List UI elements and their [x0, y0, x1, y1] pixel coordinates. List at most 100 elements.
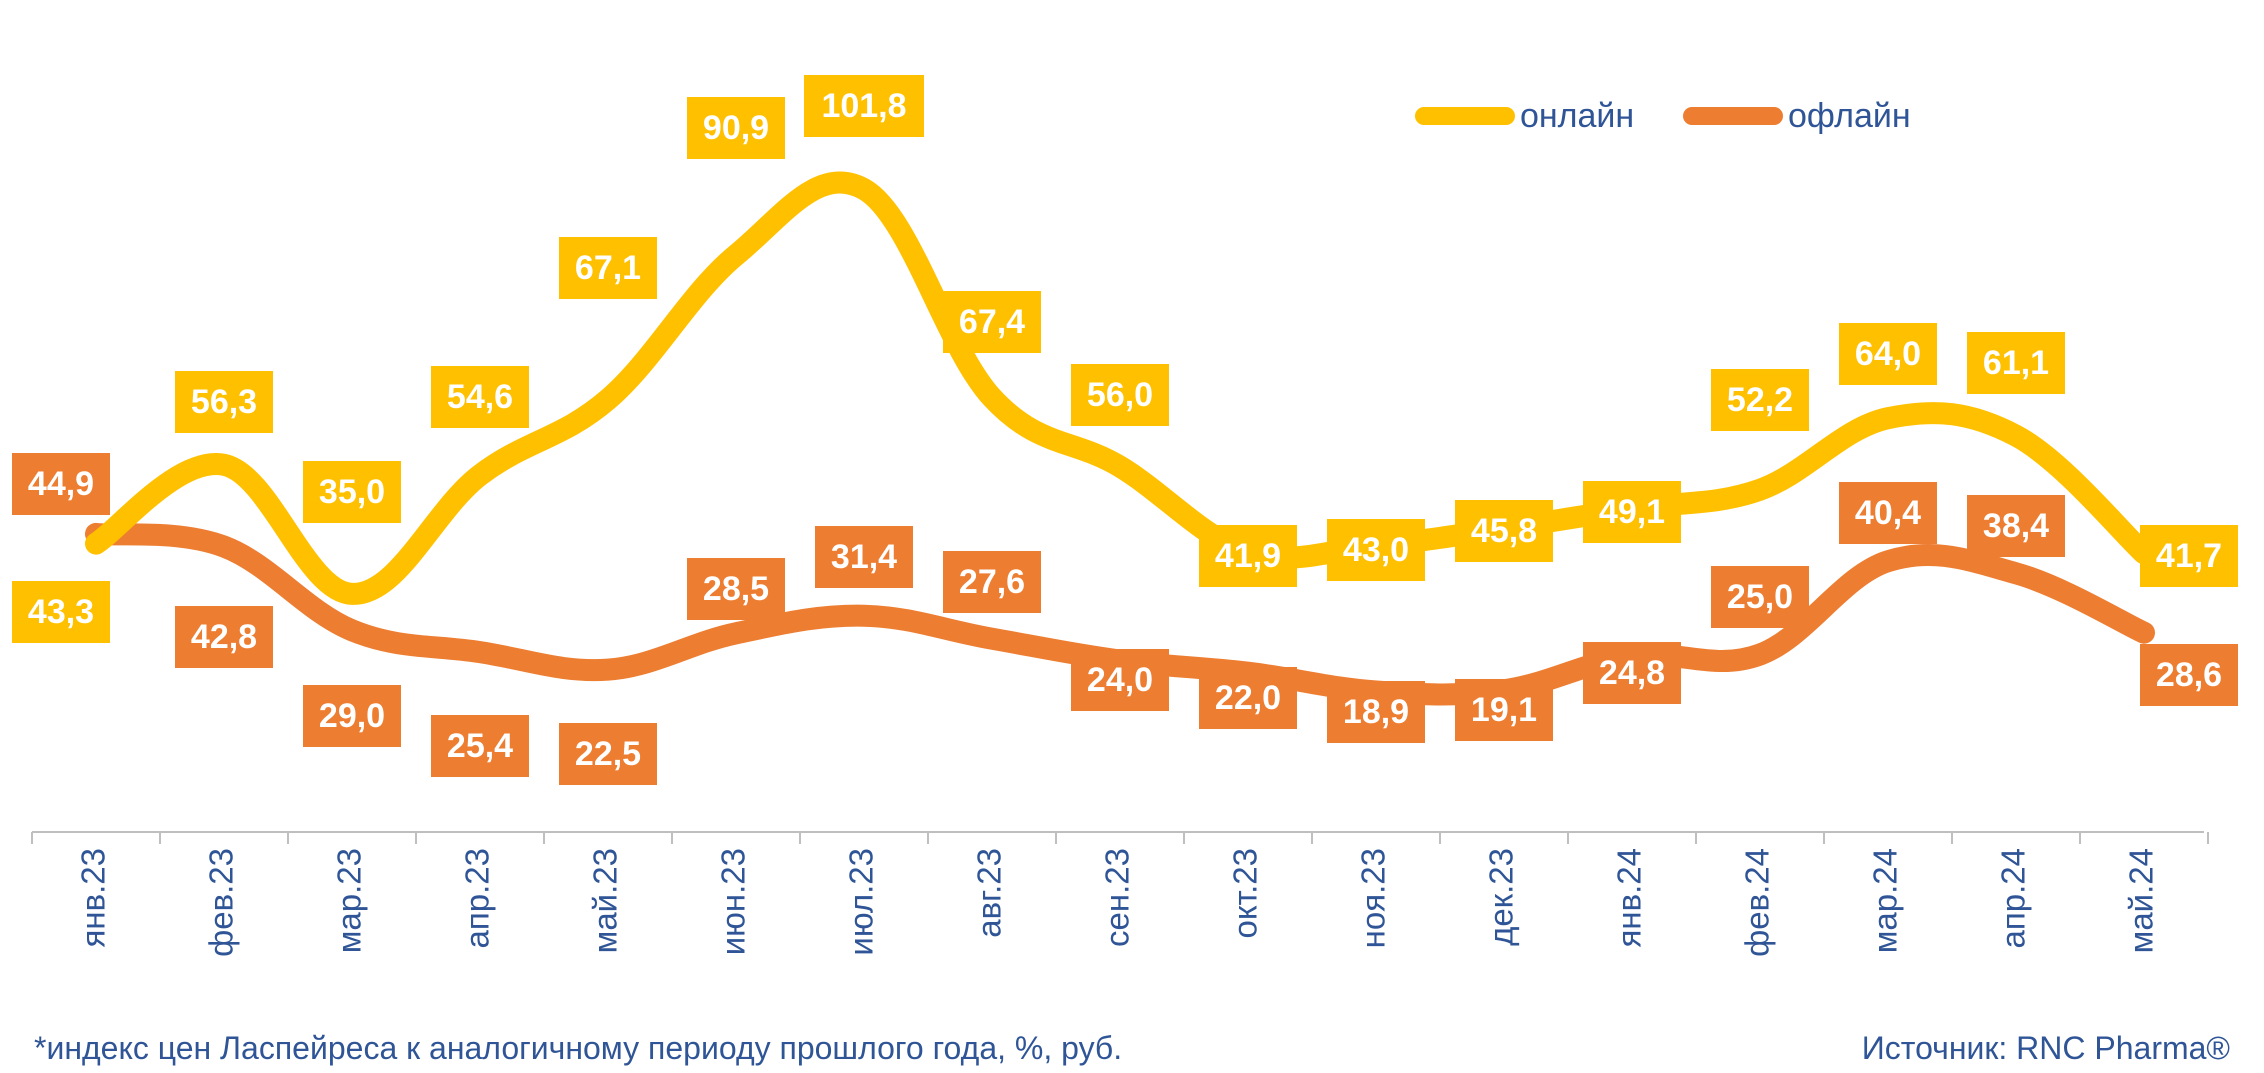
legend-item: офлайн [1683, 97, 1911, 135]
legend-label: офлайн [1788, 97, 1911, 135]
data-label-text: 90,9 [703, 109, 769, 147]
source-note: Источник: RNC Pharma® [1861, 1030, 2230, 1066]
data-label-box [687, 558, 785, 620]
data-label: 64,0 [1839, 323, 1937, 385]
legend-item: онлайн [1415, 97, 1634, 135]
x-tick-label: сен.23 [1099, 848, 1136, 947]
data-label-text: 56,0 [1087, 376, 1153, 414]
data-label-text: 56,3 [191, 383, 257, 421]
x-tick-label: фев.24 [1739, 848, 1776, 957]
x-tick-label: дек.23 [1483, 848, 1520, 946]
series-lines [85, 171, 2155, 706]
x-tick-label: мар.23 [331, 848, 368, 953]
data-label-box [804, 75, 924, 137]
data-label-text: 61,1 [1983, 344, 2049, 382]
data-label-box [12, 453, 110, 515]
x-tick-label: ноя.23 [1355, 848, 1392, 948]
data-label-text: 38,4 [1983, 507, 2049, 545]
data-label: 27,6 [943, 551, 1041, 613]
x-tick-label: июн.23 [715, 848, 752, 955]
data-label-text: 67,4 [959, 303, 1025, 341]
data-label: 54,6 [431, 366, 529, 428]
data-label-box [175, 371, 273, 433]
x-tick-label: авг.23 [971, 848, 1008, 938]
data-label: 18,9 [1327, 681, 1425, 743]
data-label-text: 43,3 [28, 593, 94, 631]
data-label: 49,1 [1583, 481, 1681, 543]
x-tick-label: июл.23 [843, 848, 880, 956]
data-label-box [1711, 369, 1809, 431]
x-tick-label: апр.23 [459, 848, 496, 948]
data-label: 38,4 [1967, 495, 2065, 557]
data-label-box [1583, 642, 1681, 704]
data-label-text: 44,9 [28, 465, 94, 503]
data-label: 61,1 [1967, 332, 2065, 394]
x-tick-label: фев.23 [203, 848, 240, 957]
data-label: 35,0 [303, 461, 401, 523]
data-label: 22,0 [1199, 667, 1297, 729]
x-tick-label: янв.23 [75, 848, 112, 948]
footnote: *индекс цен Ласпейреса к аналогичному пе… [34, 1030, 1123, 1066]
data-label: 43,3 [12, 581, 110, 643]
data-label-text: 28,5 [703, 570, 769, 608]
data-label-text: 31,4 [831, 538, 897, 576]
data-label-text: 28,6 [2156, 656, 2222, 694]
data-label-box [2140, 525, 2238, 587]
data-label-text: 49,1 [1599, 493, 1665, 531]
data-label: 28,5 [687, 558, 785, 620]
data-label-box [943, 291, 1041, 353]
data-label: 24,8 [1583, 642, 1681, 704]
data-label-text: 25,4 [447, 727, 513, 765]
data-label-box [431, 366, 529, 428]
data-label-box [303, 461, 401, 523]
data-label-text: 22,0 [1215, 679, 1281, 717]
data-label: 101,8 [804, 75, 924, 137]
data-label: 45,8 [1455, 500, 1553, 562]
data-label-text: 18,9 [1343, 693, 1409, 731]
data-label-text: 64,0 [1855, 335, 1921, 373]
data-label-text: 67,1 [575, 249, 641, 287]
data-label-box [1455, 500, 1553, 562]
data-label-box [687, 97, 785, 159]
data-label-box [1327, 681, 1425, 743]
series-line [85, 171, 2155, 605]
x-tick-label: окт.23 [1227, 848, 1264, 939]
data-label: 28,6 [2140, 644, 2238, 706]
data-label-box [559, 237, 657, 299]
data-label-box [12, 581, 110, 643]
data-label-text: 54,6 [447, 378, 513, 416]
data-label-box [1199, 667, 1297, 729]
data-label: 41,9 [1199, 525, 1297, 587]
data-label: 90,9 [687, 97, 785, 159]
data-label: 22,5 [559, 723, 657, 785]
data-label-text: 43,0 [1343, 531, 1409, 569]
x-tick-label: апр.24 [1995, 848, 2032, 948]
data-label-text: 52,2 [1727, 381, 1793, 419]
data-label-text: 24,0 [1087, 661, 1153, 699]
legend-label: онлайн [1520, 97, 1634, 135]
data-label-box [943, 551, 1041, 613]
data-label: 52,2 [1711, 369, 1809, 431]
data-label: 31,4 [815, 526, 913, 588]
data-label: 42,8 [175, 606, 273, 668]
data-label: 67,1 [559, 237, 657, 299]
data-label-box [303, 685, 401, 747]
data-label-box [1839, 323, 1937, 385]
data-label-box [175, 606, 273, 668]
data-label-box [1327, 519, 1425, 581]
data-label-box [815, 526, 913, 588]
data-label-box [1711, 566, 1809, 628]
data-label-text: 41,7 [2156, 537, 2222, 575]
data-label: 56,0 [1071, 364, 1169, 426]
data-label-text: 101,8 [821, 87, 906, 125]
data-label-box [1967, 332, 2065, 394]
data-label: 29,0 [303, 685, 401, 747]
data-label-box [431, 715, 529, 777]
data-label: 56,3 [175, 371, 273, 433]
x-tick-label: мар.24 [1867, 848, 1904, 953]
data-label: 19,1 [1455, 679, 1553, 741]
data-labels: 44,9 42,8 29,0 25,4 22,5 28,5 31,4 27,6 24,0 22,0… [12, 75, 2238, 785]
data-label-text: 22,5 [575, 735, 641, 773]
x-tick-label: май.23 [587, 848, 624, 953]
